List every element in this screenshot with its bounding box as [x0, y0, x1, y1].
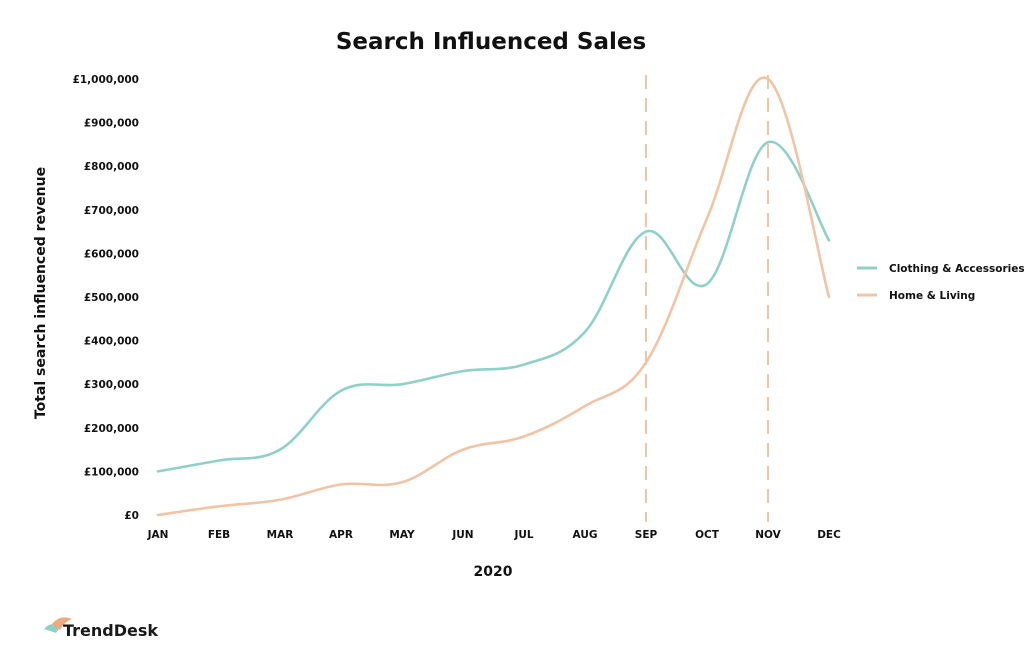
series-line-clothing-accessories — [156, 140, 831, 473]
logo-text: TrendDesk — [63, 621, 158, 640]
x-tick-label: JAN — [147, 529, 169, 541]
x-axis-ticks: JAN FEB MAR APR MAY JUN JUL AUG SEP OCT NOV DEC — [147, 529, 841, 541]
reference-lines — [645, 75, 769, 522]
x-tick-label: NOV — [755, 529, 781, 541]
y-tick-label: £400,000 — [84, 336, 139, 348]
x-tick-label: MAR — [267, 529, 294, 541]
x-tick-label: OCT — [695, 529, 720, 541]
bird-icon — [44, 617, 72, 633]
legend: Clothing & Accessories Home & Living — [857, 263, 1024, 302]
x-tick-label: MAY — [389, 529, 415, 541]
y-tick-label: £0 — [124, 510, 139, 522]
legend-label: Clothing & Accessories — [889, 263, 1024, 275]
x-tick-label: APR — [329, 529, 353, 541]
x-axis-label: 2020 — [474, 564, 513, 580]
y-tick-label: £1,000,000 — [73, 74, 139, 86]
y-axis-ticks: £0 £100,000 £200,000 £300,000 £400,000 £500,0… — [73, 74, 139, 522]
y-tick-label: £300,000 — [84, 379, 139, 391]
x-tick-label: JUL — [513, 529, 533, 541]
y-tick-label: £800,000 — [84, 161, 139, 173]
x-tick-label: SEP — [635, 529, 658, 541]
trenddesk-logo: TrendDesk — [44, 617, 158, 640]
x-tick-label: FEB — [208, 529, 230, 541]
y-tick-label: £500,000 — [84, 292, 139, 304]
y-axis-label: Total search influenced revenue — [33, 167, 49, 419]
y-tick-label: £100,000 — [84, 466, 139, 478]
y-tick-label: £900,000 — [84, 118, 139, 130]
legend-label: Home & Living — [889, 290, 975, 302]
y-tick-label: £700,000 — [84, 205, 139, 217]
y-tick-label: £600,000 — [84, 248, 139, 260]
series-line-home-living — [156, 76, 831, 517]
chart-title: Search Influenced Sales — [336, 29, 646, 55]
series-lines — [156, 76, 831, 517]
x-tick-label: AUG — [573, 529, 598, 541]
x-tick-label: JUN — [451, 529, 473, 541]
y-tick-label: £200,000 — [84, 423, 139, 435]
x-tick-label: DEC — [817, 529, 841, 541]
